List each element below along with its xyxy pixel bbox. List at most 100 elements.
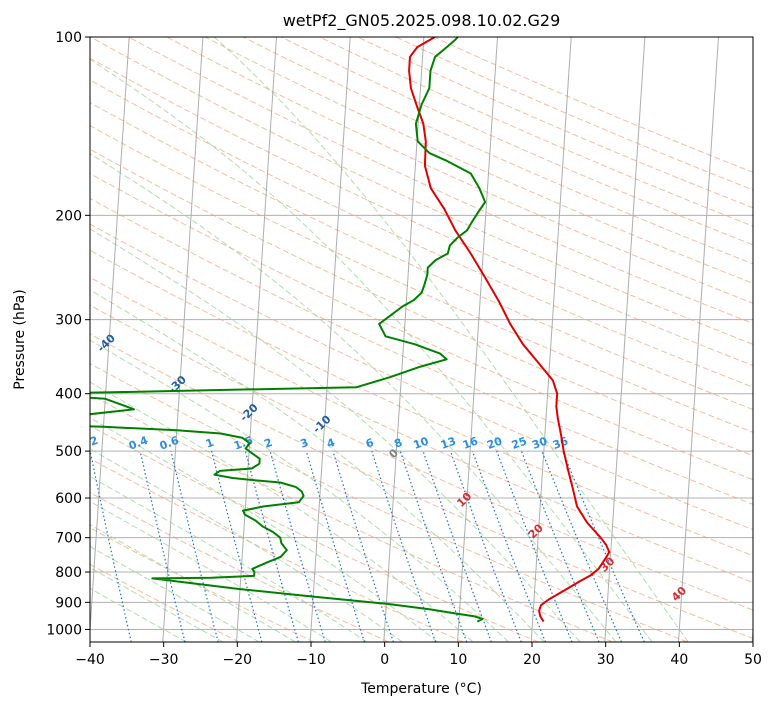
y-tick-label: 500 bbox=[55, 444, 82, 460]
moist-adiabat-line bbox=[90, 417, 438, 642]
x-tick-label: −20 bbox=[223, 652, 253, 668]
dry-adiabat-line bbox=[90, 173, 753, 481]
isotherm-line bbox=[457, 37, 498, 642]
temperature-profile-line bbox=[408, 37, 611, 623]
dry-adiabat-line bbox=[204, 37, 753, 284]
mixing-ratio-line bbox=[332, 450, 394, 642]
dry-adiabat-line bbox=[90, 57, 753, 367]
isotherm-line bbox=[162, 37, 204, 642]
mixing-ratio-line bbox=[90, 450, 132, 642]
mixing-ratio-label: 36 bbox=[551, 434, 570, 452]
mixing-ratio-label: 20 bbox=[485, 434, 504, 452]
moist-adiabat-line bbox=[90, 381, 474, 642]
mixing-ratio-label: 0.2 bbox=[77, 434, 100, 453]
moist-adiabat-line bbox=[90, 500, 332, 642]
dry-adiabat-line bbox=[128, 37, 753, 325]
dry-adiabat-line bbox=[90, 125, 753, 433]
mixing-ratio-label: 3 bbox=[299, 436, 311, 451]
mixing-ratio-line bbox=[541, 450, 623, 642]
plot-frame bbox=[89, 36, 754, 643]
y-tick-label: 800 bbox=[55, 565, 82, 581]
y-tick-label: 400 bbox=[55, 387, 82, 403]
isotherm-line bbox=[236, 37, 277, 642]
moist-adiabat-line bbox=[90, 546, 260, 642]
isotherm-line bbox=[530, 37, 572, 642]
mixing-ratio-label: 30 bbox=[530, 434, 549, 452]
y-tick-label: 300 bbox=[55, 313, 82, 329]
mixing-ratio-label: 1.5 bbox=[232, 434, 255, 453]
mixing-ratio-label: 10 bbox=[412, 434, 431, 452]
moist-adiabat-line bbox=[90, 153, 617, 642]
mixing-ratio-line bbox=[496, 450, 573, 642]
y-axis-label: Pressure (hPa) bbox=[12, 289, 28, 389]
x-tick-label: −10 bbox=[296, 652, 326, 668]
dry-adiabat-line bbox=[242, 37, 753, 265]
mixing-ratio-line bbox=[371, 450, 437, 642]
dry-adiabat-line bbox=[90, 563, 240, 642]
isotherm-line bbox=[90, 37, 130, 638]
mixing-ratio-label: 0.6 bbox=[158, 434, 181, 453]
x-axis-label: Temperature (°C) bbox=[360, 681, 482, 697]
mixing-ratio-label: 0.1 bbox=[30, 434, 53, 453]
x-tick-label: −40 bbox=[75, 652, 105, 668]
moist-adiabat-line bbox=[213, 37, 689, 642]
mixing-ratio-line bbox=[170, 450, 219, 642]
dry-adiabat-line bbox=[90, 79, 753, 388]
moist-adiabat-line bbox=[90, 567, 224, 642]
moist-adiabat-line bbox=[90, 228, 581, 642]
x-tick-label: 30 bbox=[597, 652, 615, 668]
mixing-ratio-label: 1 bbox=[204, 436, 216, 451]
dry-adiabat-line bbox=[90, 304, 753, 611]
mixing-ratio-label: 4 bbox=[325, 436, 337, 451]
isotherm-label: -10 bbox=[310, 413, 334, 436]
dry-adiabat-line bbox=[90, 37, 753, 345]
x-tick-label: 40 bbox=[670, 652, 688, 668]
dry-adiabat-line bbox=[90, 492, 389, 642]
dewpoint-profile-line bbox=[90, 37, 487, 623]
dry-adiabat-line bbox=[90, 333, 753, 640]
moist-adiabat-line bbox=[90, 475, 368, 642]
chart-title: wetPf2_GN05.2025.098.10.02.G29 bbox=[283, 11, 561, 31]
dry-adiabat-line bbox=[319, 37, 753, 227]
mixing-ratio-label: 25 bbox=[510, 435, 529, 452]
dry-adiabat-line bbox=[357, 37, 753, 209]
dry-adiabat-line bbox=[90, 527, 315, 642]
moist-adiabat-line bbox=[90, 58, 653, 642]
x-tick-label: 0 bbox=[380, 652, 389, 668]
mixing-ratio-line bbox=[305, 450, 366, 642]
x-tick-label: 10 bbox=[449, 652, 467, 668]
isotherm-label: -40 bbox=[95, 331, 119, 354]
dry-adiabat-line bbox=[90, 276, 753, 584]
mixing-ratio-label: 16 bbox=[461, 434, 480, 452]
isotherm-line bbox=[678, 37, 719, 642]
y-tick-label: 200 bbox=[55, 208, 82, 224]
y-tick-label: 100 bbox=[55, 30, 82, 46]
isotherm-label: 10 bbox=[454, 490, 474, 510]
moist-adiabat-line bbox=[90, 524, 296, 642]
isotherm-label: 40 bbox=[669, 584, 689, 604]
y-tick-label: 1000 bbox=[46, 622, 82, 638]
mixing-ratio-line bbox=[244, 450, 299, 642]
x-tick-label: 20 bbox=[523, 652, 541, 668]
axis-ticks: −40 −30 −20 −10 0 10 20 30 40 50 100 200 300 400 500 6 0… bbox=[46, 30, 762, 668]
mixing-ratio-label: 2 bbox=[262, 436, 274, 451]
isotherm-line bbox=[604, 37, 646, 642]
mixing-ratio-line bbox=[269, 450, 326, 642]
mixing-ratio-label: 13 bbox=[439, 435, 458, 452]
x-tick-label: −30 bbox=[149, 652, 179, 668]
moist-adiabat-line bbox=[90, 289, 545, 642]
x-tick-label: 50 bbox=[744, 652, 762, 668]
dry-adiabat-line bbox=[90, 102, 753, 411]
mixing-ratio-line bbox=[139, 450, 186, 642]
mixing-ratio-label: 6 bbox=[364, 436, 376, 451]
mixing-ratio-label: 0.4 bbox=[127, 434, 150, 453]
mixing-ratio-label: 8 bbox=[392, 436, 404, 451]
isotherm-label: -50 bbox=[25, 278, 49, 301]
moist-adiabat-line bbox=[90, 587, 187, 642]
mixing-ratio-line bbox=[211, 450, 263, 642]
isotherm-label: -20 bbox=[237, 401, 261, 424]
isotherm-line bbox=[309, 37, 351, 642]
y-tick-label: 900 bbox=[55, 595, 82, 611]
plot-area: 0.10.20.40.611.52346810131620253036-100-… bbox=[25, 37, 753, 642]
